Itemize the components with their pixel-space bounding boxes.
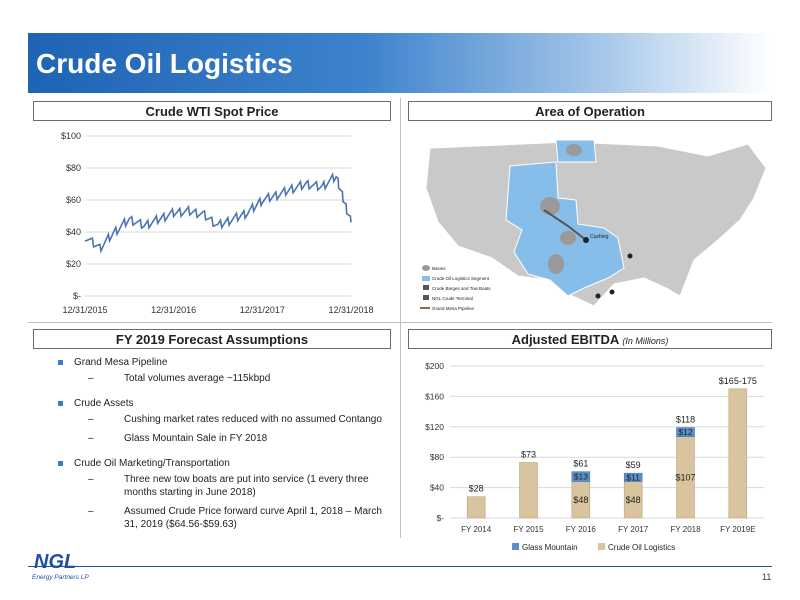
wti-price-line (84, 172, 352, 254)
wti-y-tick: $- (73, 291, 81, 301)
terminal-marker (609, 289, 615, 295)
ebitda-x-tick: FY 2017 (618, 525, 649, 534)
bar-value-label: $28 (469, 484, 484, 494)
bar-value-label: $12 (678, 427, 692, 437)
wti-y-tick: $40 (66, 227, 81, 237)
bar-total-label: $118 (676, 415, 695, 425)
forecast-bullets: Grand Mesa Pipeline – Total volumes avera… (58, 356, 388, 531)
sub-bullet-item: – Cushing market rates reduced with no as… (88, 414, 382, 425)
basin-shape (566, 144, 582, 156)
legend-basins: Basins (432, 266, 446, 271)
bar-total-label: $61 (573, 459, 588, 469)
legend-crude-oil-logistics: Crude Oil Logistics (608, 543, 675, 552)
page-title: Crude Oil Logistics (36, 48, 293, 79)
terminal-marker (583, 237, 589, 243)
wti-y-tick: $100 (61, 131, 81, 141)
ebitda-section-header: Adjusted EBITDA (In Millions) (408, 329, 772, 349)
bar-value-label: $11 (626, 472, 640, 482)
wti-section-header: Crude WTI Spot Price (33, 101, 391, 121)
ebitda-y-tick: $40 (430, 483, 444, 493)
basin-shape (548, 254, 564, 274)
sub-bullet-item: – Assumed Crude Price forward curve April… (88, 506, 382, 530)
basin-shape (540, 197, 560, 215)
svg-text:NGL: NGL (34, 551, 76, 573)
ebitda-x-tick: FY 2014 (461, 525, 492, 534)
terminal-marker (595, 293, 601, 299)
cushing-label: Cushing (590, 234, 609, 240)
ebitda-units-note: (In Millions) (622, 336, 669, 346)
legend-barges: Crude Barges and Tow Boats (432, 286, 491, 291)
ebitda-x-tick: FY 2019E (720, 525, 755, 534)
ebitda-x-tick: FY 2015 (513, 525, 544, 534)
us-map: Cushing Basins Crude Oil Logistics Segme… (420, 139, 767, 311)
ebitda-y-tick: $- (436, 513, 444, 523)
legend-swatch-glass-mountain (512, 543, 519, 550)
horizontal-divider (28, 322, 772, 323)
ebitda-y-tick: $160 (425, 391, 444, 401)
bar-value-label: $73 (521, 450, 536, 460)
sub-bullet-item: – Three new tow boats are put into servic… (88, 474, 369, 498)
forecast-section-header: FY 2019 Forecast Assumptions (33, 329, 391, 349)
svg-text:Energy Partners LP: Energy Partners LP (32, 574, 89, 581)
ngl-logo: NGL Energy Partners LP (32, 551, 89, 581)
bar-value-label: $48 (573, 495, 588, 505)
bullet-item: Grand Mesa Pipeline (58, 356, 388, 369)
legend-pipeline: Grand Mesa Pipeline (432, 306, 475, 311)
ebitda-y-tick: $200 (425, 361, 444, 371)
wti-y-tick: $60 (66, 195, 81, 205)
bullet-item: Crude Assets (58, 397, 388, 410)
ebitda-title: Adjusted EBITDA (511, 332, 619, 347)
bar-total-label: $59 (626, 460, 641, 470)
bar-crude-oil-logistics (519, 462, 538, 519)
ebitda-y-tick: $80 (430, 452, 444, 462)
ebitda-bar-chart: $- $40 $80 $120 $160 $200 $28 FY 2014 $73 FY 2015… (425, 361, 764, 552)
bar-crude-oil-logistics (466, 496, 486, 519)
wti-x-tick: 12/31/2018 (328, 305, 373, 315)
legend-swatch-crude-oil-logistics (598, 543, 605, 550)
basin-shape (560, 231, 576, 245)
vertical-divider (400, 98, 401, 538)
sub-bullet-item: – Glass Mountain Sale in FY 2018 (88, 433, 268, 444)
bar-value-label: $13 (574, 472, 588, 482)
legend-terminal: NGL Crude Terminal (432, 296, 473, 301)
wti-x-tick: 12/31/2017 (240, 305, 285, 315)
sub-bullet-item: – Total volumes average ~115kbpd (88, 373, 271, 384)
area-section-header: Area of Operation (408, 101, 772, 121)
bar-glass-mountain (571, 471, 591, 482)
bar-value-label: $107 (675, 472, 695, 482)
ebitda-x-tick: FY 2018 (670, 525, 701, 534)
page-number: 11 (762, 572, 772, 582)
bar-glass-mountain (623, 472, 643, 482)
bar-value-label: $48 (626, 495, 641, 505)
operating-states-shape (505, 161, 625, 297)
footer-line (28, 566, 772, 567)
title-banner: Crude Oil Logistics (28, 33, 772, 93)
pipeline-line (543, 209, 587, 241)
bar-glass-mountain (676, 427, 695, 437)
legend-glass-mountain: Glass Mountain (522, 543, 578, 552)
wti-y-tick: $20 (66, 259, 81, 269)
wti-x-tick: 12/31/2015 (62, 305, 107, 315)
bullet-item: Crude Oil Marketing/Transportation (58, 457, 388, 470)
bar-crude-oil-logistics (728, 388, 748, 519)
wti-price-chart: $- $20 $40 $60 $80 $100 12/31/2015 12/31/2016 12… (61, 131, 374, 315)
wti-x-tick: 12/31/2016 (151, 305, 196, 315)
ebitda-x-tick: FY 2016 (566, 525, 597, 534)
bar-total-label: $165-175 (719, 376, 757, 386)
wti-y-tick: $80 (66, 163, 81, 173)
ebitda-y-tick: $120 (425, 422, 444, 432)
terminal-marker (627, 253, 633, 259)
legend-segment: Crude Oil Logistics Segment (432, 276, 490, 281)
